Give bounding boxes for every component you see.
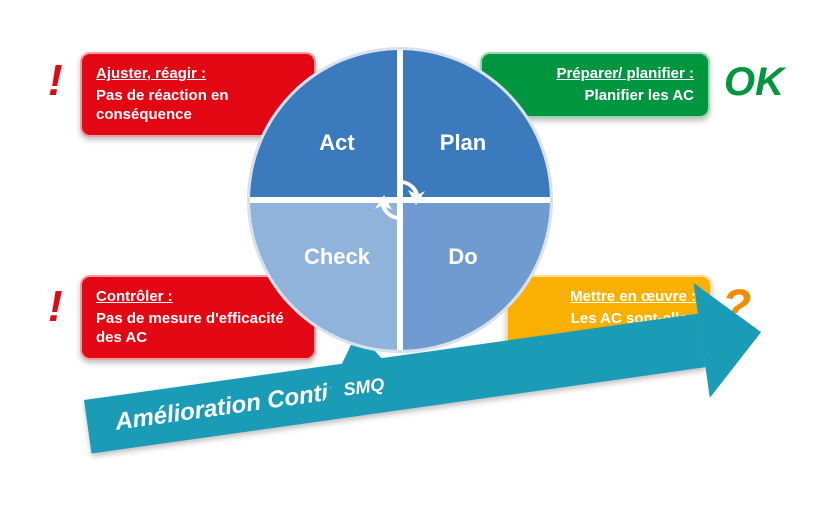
pdca-label-check: Check <box>304 244 370 270</box>
box-plan-body: Planifier les AC <box>585 87 694 104</box>
cycle-arrows-icon <box>370 170 430 230</box>
exclaim-bottom-icon: ! <box>48 282 63 332</box>
exclaim-top-icon: ! <box>48 56 63 106</box>
pdca-label-act: Act <box>319 130 354 156</box>
pdca-infographic: Ajuster, réagir : Pas de réaction en con… <box>0 0 820 506</box>
pdca-label-do: Do <box>448 244 477 270</box>
improvement-arrow-head-icon <box>694 275 770 398</box>
box-act-body: Pas de réaction en conséquence <box>96 87 229 124</box>
pdca-wheel: Act Plan Check Do <box>250 50 550 350</box>
pdca-label-plan: Plan <box>440 130 486 156</box>
ok-label: OK <box>724 60 784 105</box>
